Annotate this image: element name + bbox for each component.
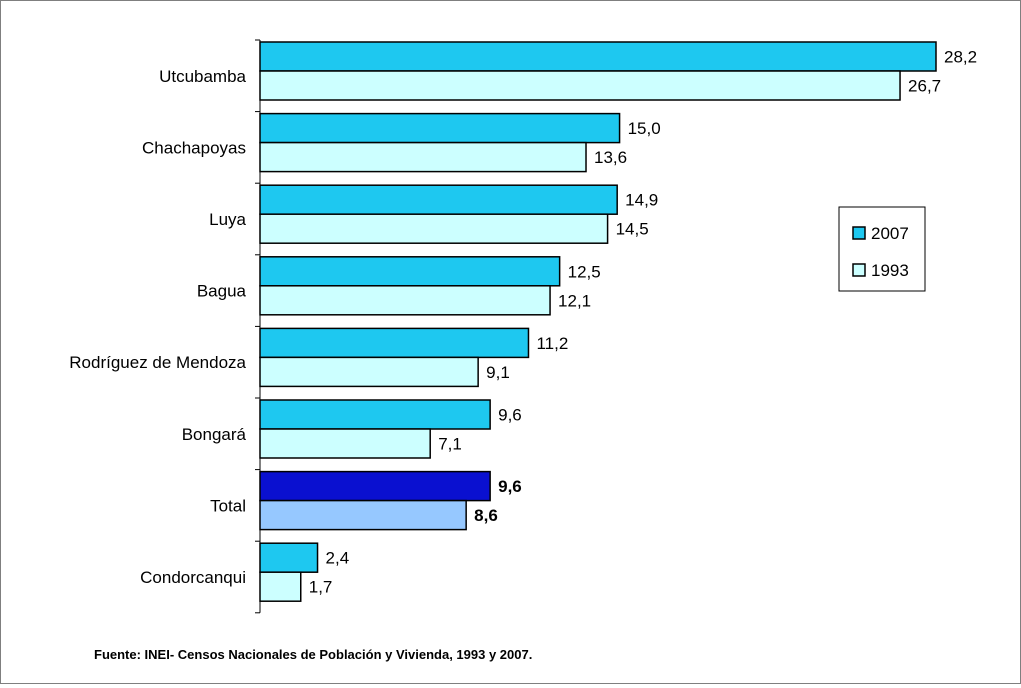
source-note: Fuente: INEI- Censos Nacionales de Pobla… [94, 647, 532, 662]
legend-swatch-2007 [852, 226, 866, 240]
bar-1993 [259, 70, 901, 101]
legend-label-2007: 2007 [871, 224, 909, 243]
value-label: 8,6 [474, 506, 498, 525]
bar-2007 [259, 184, 618, 215]
category-label: Total [210, 496, 246, 515]
legend-box [838, 206, 926, 292]
category-label: Condorcanqui [140, 568, 246, 587]
bar-2007 [259, 112, 621, 144]
bar-2007 [259, 399, 491, 430]
value-label: 11,2 [536, 334, 568, 353]
bar-1993 [259, 499, 467, 531]
bar-1993 [259, 571, 302, 602]
value-label: 12,5 [568, 262, 601, 281]
value-label: 15,0 [628, 119, 661, 138]
value-label: 9,6 [498, 406, 522, 425]
category-label: Chachapoyas [142, 138, 246, 157]
value-label: 14,9 [625, 191, 658, 210]
value-label: 13,6 [594, 148, 627, 167]
bars-group [259, 41, 937, 602]
category-labels: Utcubamba Chachapoyas Luya Bagua Rodríguez d… [69, 67, 246, 587]
value-labels: 28,226,7 15,013,6 14,9 14,5 12,5 12,1 11,2 9,1 9… [309, 48, 977, 597]
category-label: Bagua [197, 282, 247, 301]
bar-1993 [259, 213, 609, 244]
bar-2007 [259, 256, 561, 287]
value-label: 12,1 [558, 291, 591, 310]
legend: 2007 1993 [838, 206, 926, 292]
value-label: 9,1 [486, 363, 510, 382]
category-label: Rodríguez de Mendoza [69, 353, 246, 372]
value-label: 26,7 [908, 77, 941, 96]
bar-1993 [259, 428, 431, 459]
value-label: 7,1 [438, 435, 462, 454]
bar-2007 [259, 470, 491, 502]
category-label: Utcubamba [159, 67, 246, 86]
value-label: 1,7 [309, 578, 333, 597]
value-label: 14,5 [616, 220, 649, 239]
bar-2007 [259, 327, 530, 359]
category-label: Bongará [182, 425, 247, 444]
legend-label-1993: 1993 [871, 261, 909, 280]
category-label: Luya [209, 210, 246, 229]
bar-1993 [259, 356, 479, 388]
legend-swatch-1993 [852, 263, 866, 277]
bar-2007 [259, 41, 937, 72]
bar-1993 [259, 141, 587, 173]
category-axis [255, 39, 261, 614]
value-label: 2,4 [326, 549, 350, 568]
bar-2007 [259, 542, 319, 573]
value-label: 9,6 [498, 477, 522, 496]
value-label: 28,2 [944, 48, 977, 67]
bar-1993 [259, 285, 551, 316]
